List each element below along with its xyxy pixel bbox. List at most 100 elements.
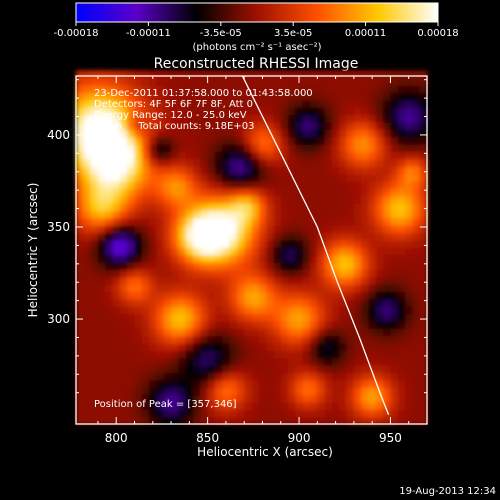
heatmap-cell — [273, 365, 282, 374]
heatmap-cell — [76, 151, 84, 160]
heatmap-cell — [339, 203, 348, 212]
heatmap-cell — [222, 70, 231, 79]
heatmap-cell — [390, 379, 399, 388]
heatmap-cell — [222, 313, 231, 322]
heatmap-cell — [119, 188, 128, 197]
heatmap-cell — [412, 276, 421, 285]
heatmap-cell — [280, 254, 289, 263]
heatmap-cell — [178, 342, 187, 351]
heatmap-cell — [97, 372, 106, 381]
heatmap-cell — [346, 217, 355, 226]
heatmap-cell — [383, 409, 392, 418]
heatmap-cell — [397, 379, 406, 388]
heatmap-cell — [90, 225, 99, 234]
heatmap-cell — [214, 188, 223, 197]
heatmap-cell — [222, 342, 231, 351]
heatmap-cell — [193, 401, 201, 410]
heatmap-cell — [236, 306, 245, 315]
heatmap-cell — [302, 416, 311, 425]
heatmap-cell — [214, 328, 223, 337]
heatmap-cell — [266, 180, 275, 189]
heatmap-cell — [251, 144, 260, 153]
heatmap-cell — [105, 225, 114, 234]
heatmap-cell — [412, 328, 421, 337]
heatmap-cell — [127, 158, 136, 167]
heatmap-cell — [353, 320, 362, 329]
heatmap-cell — [383, 203, 392, 212]
heatmap-cell — [375, 379, 384, 388]
heatmap-cell — [280, 276, 289, 285]
heatmap-cell — [214, 107, 223, 116]
heatmap-cell — [412, 409, 421, 418]
heatmap-cell — [105, 313, 114, 322]
heatmap-cell — [317, 328, 326, 337]
heatmap-cell — [119, 129, 128, 138]
chart-title: Reconstructed RHESSI Image — [154, 56, 359, 72]
heatmap-cell — [83, 210, 92, 219]
heatmap-cell — [251, 158, 260, 167]
heatmap-cell — [244, 225, 253, 234]
heatmap-cell — [236, 401, 245, 410]
heatmap-cell — [149, 350, 158, 359]
heatmap-cell — [97, 232, 106, 241]
heatmap-cell — [171, 365, 179, 374]
heatmap-cell — [266, 328, 275, 337]
heatmap-cell — [310, 357, 318, 366]
heatmap-cell — [346, 210, 355, 219]
heatmap-cell — [258, 122, 267, 130]
heatmap-cell — [90, 173, 99, 182]
heatmap-cell — [149, 372, 158, 381]
heatmap-cell — [112, 239, 121, 248]
heatmap-cell — [375, 269, 384, 278]
heatmap-cell — [339, 320, 348, 329]
heatmap-cell — [339, 357, 348, 366]
heatmap-cell — [97, 320, 106, 329]
heatmap-cell — [346, 195, 355, 204]
heatmap-cell — [127, 372, 136, 381]
heatmap-cell — [156, 232, 165, 241]
heatmap-cell — [390, 254, 399, 263]
heatmap-cell — [97, 394, 106, 403]
heatmap-cell — [251, 379, 260, 388]
heatmap-cell — [251, 77, 260, 86]
heatmap-cell — [361, 269, 370, 278]
heatmap-cell — [134, 107, 143, 116]
heatmap-cell — [171, 379, 179, 388]
heatmap-cell — [200, 114, 209, 123]
heatmap-cell — [375, 99, 384, 108]
heatmap-cell — [412, 203, 421, 212]
heatmap-cell — [134, 284, 143, 293]
heatmap-cell — [141, 357, 150, 366]
heatmap-cell — [375, 166, 384, 175]
heatmap-cell — [185, 195, 194, 204]
heatmap-cell — [295, 151, 304, 160]
heatmap-cell — [105, 247, 114, 256]
heatmap-cell — [229, 99, 238, 108]
heatmap-cell — [375, 114, 384, 123]
heatmap-cell — [134, 144, 143, 153]
heatmap-cell — [324, 269, 333, 278]
heatmap-cell — [236, 225, 245, 234]
heatmap-cell — [310, 342, 318, 351]
heatmap-cell — [368, 394, 377, 403]
heatmap-cell — [127, 107, 136, 116]
heatmap-cell — [229, 239, 238, 248]
heatmap-cell — [302, 151, 311, 160]
heatmap-cell — [185, 416, 194, 425]
heatmap-cell — [405, 114, 413, 123]
heatmap-cell — [207, 180, 216, 189]
heatmap-cell — [251, 291, 260, 300]
heatmap-cell — [244, 136, 253, 145]
heatmap-cell — [302, 328, 311, 337]
heatmap-cell — [141, 239, 150, 248]
heatmap-cell — [295, 107, 304, 116]
heatmap-cell — [214, 203, 223, 212]
heatmap-cell — [134, 416, 143, 425]
heatmap-cell — [397, 129, 406, 138]
heatmap-cell — [375, 306, 384, 315]
heatmap-cell — [280, 357, 289, 366]
heatmap-cell — [273, 166, 282, 175]
heatmap-cell — [346, 320, 355, 329]
colorbar-ticks: -0.00018 -0.00011 -3.5e-05 3.5e-05 0.00011 0.… — [54, 22, 459, 39]
heatmap-cell — [185, 298, 194, 307]
